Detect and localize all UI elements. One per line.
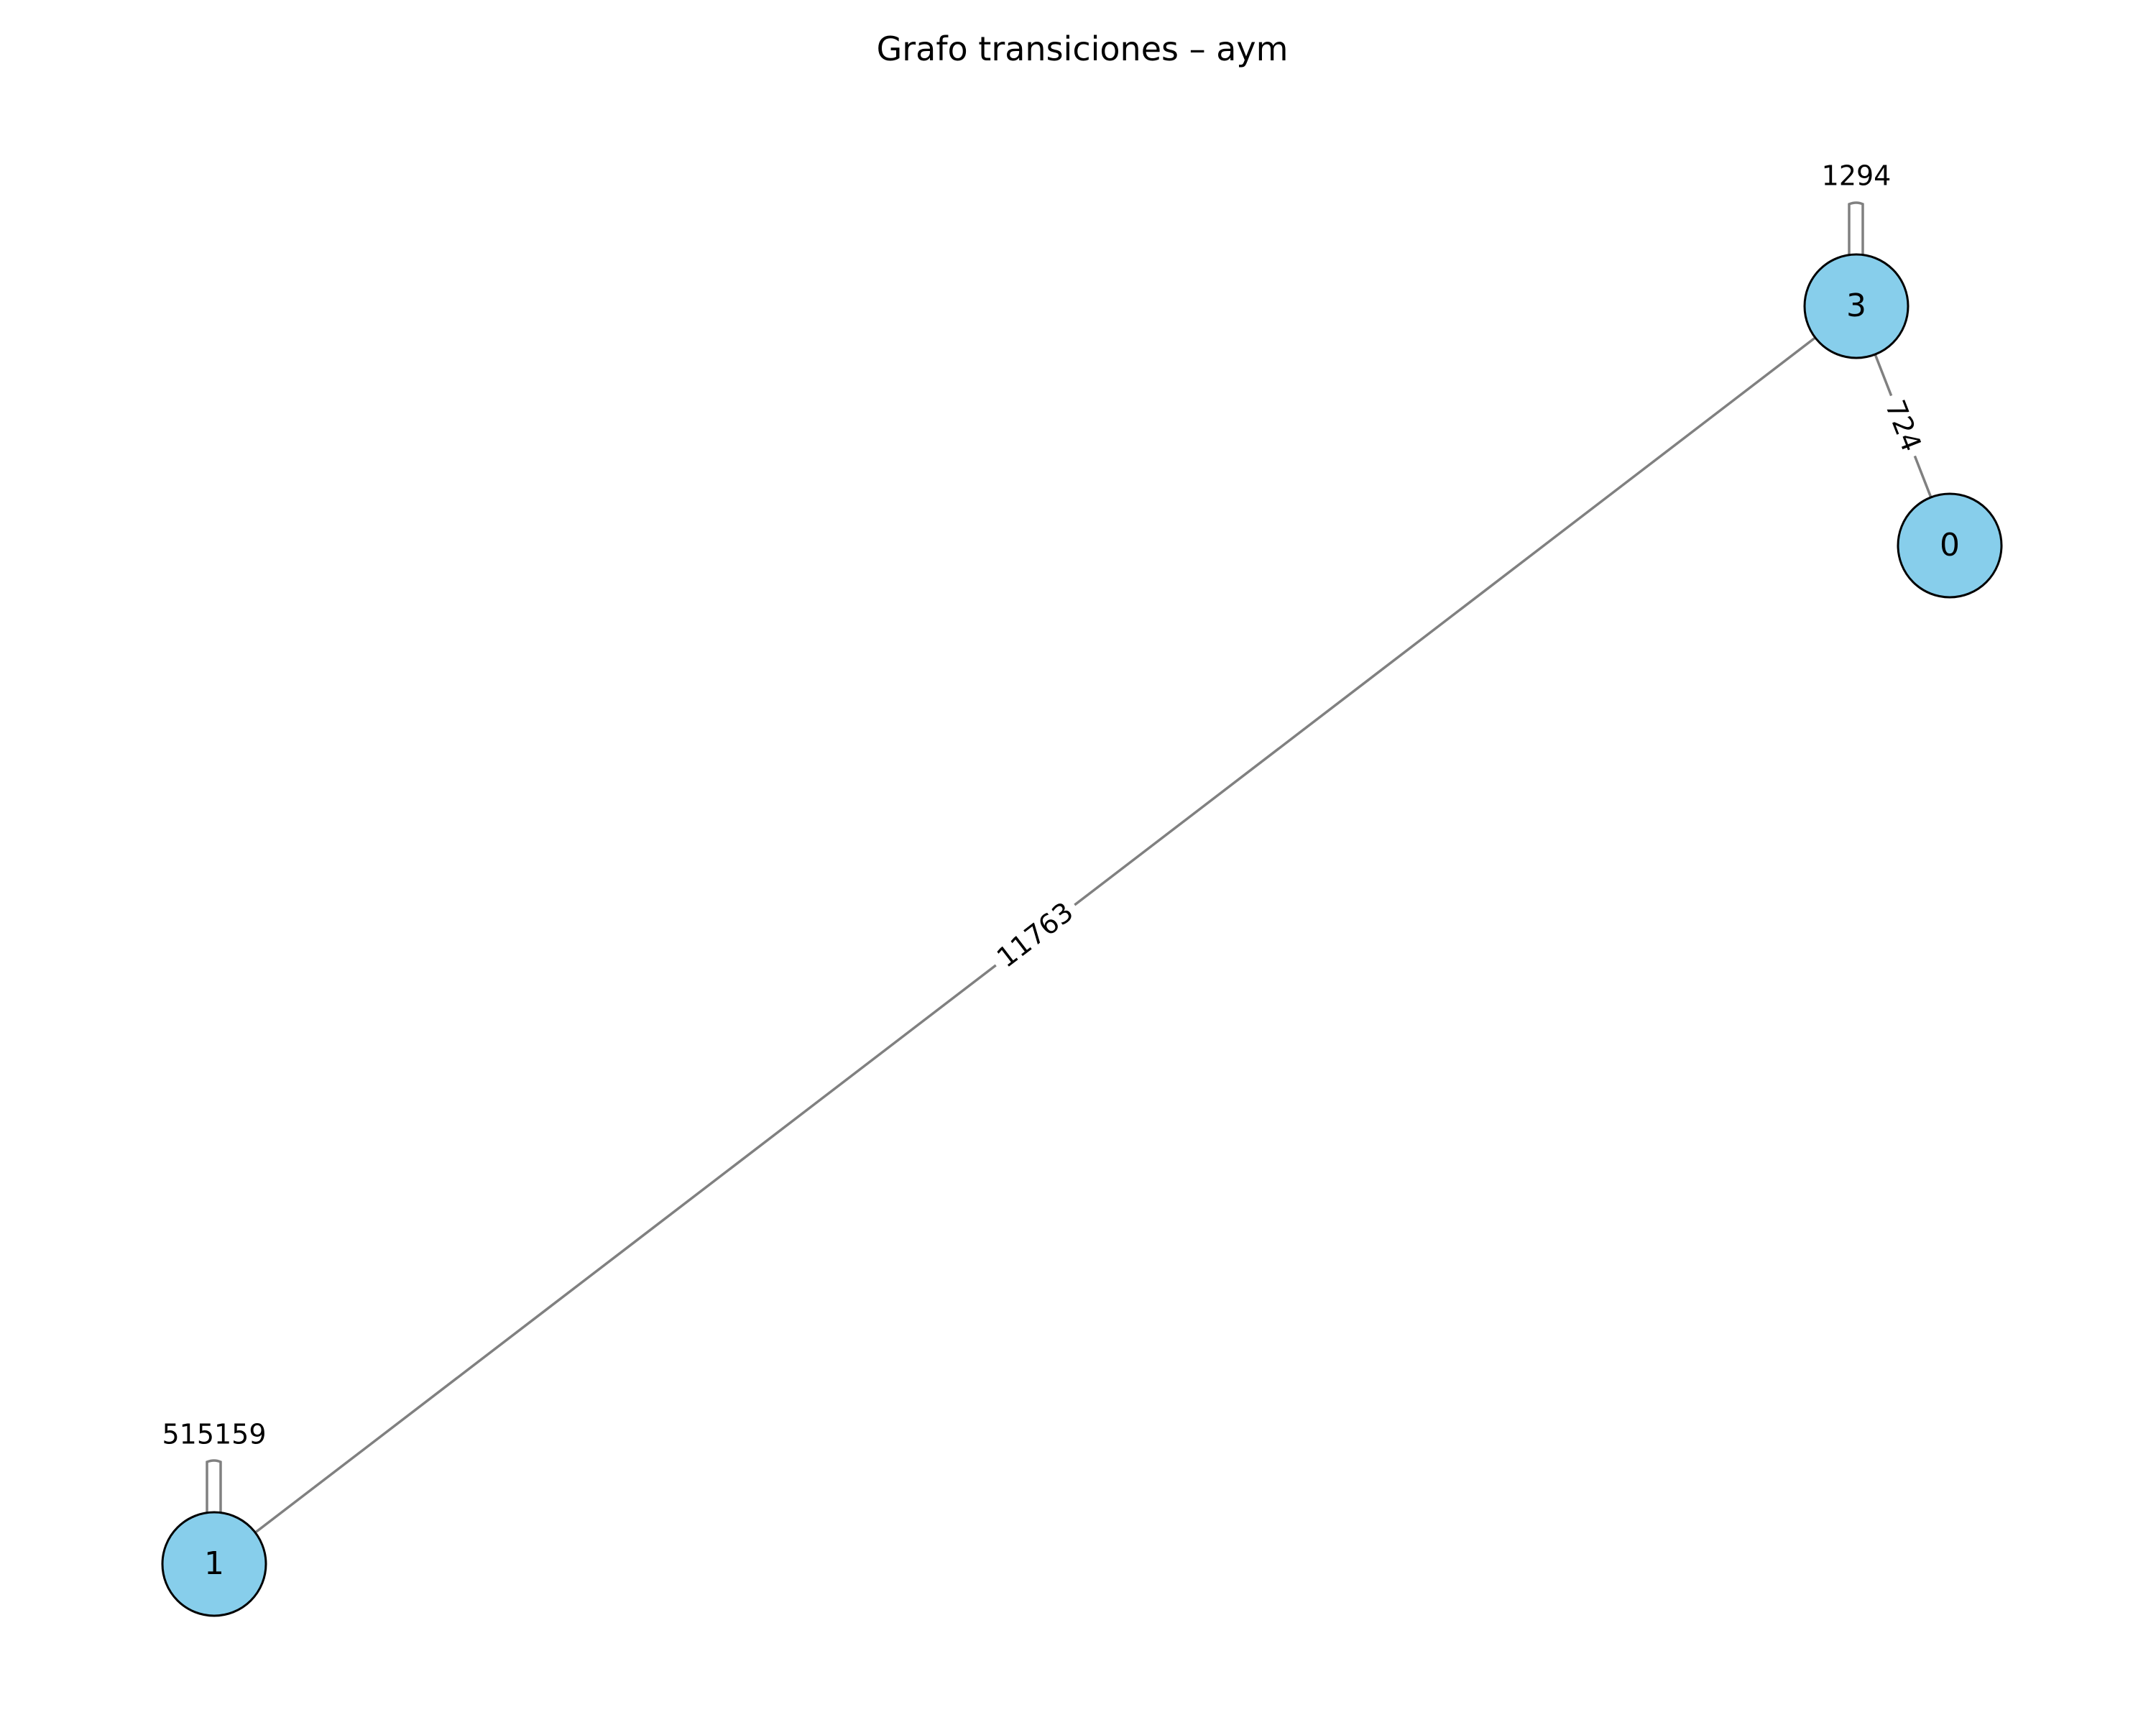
edge-label-group-3-0: 724 [1874, 389, 1932, 463]
edges-layer [207, 203, 1931, 1532]
graph-title: Grafo transiciones – aym [877, 29, 1289, 68]
edge-label-1-1: 515159 [162, 1419, 266, 1450]
node-label-0: 0 [1940, 527, 1960, 564]
edge-labels-layer: 11763 724 1294 515159 [162, 160, 1932, 1450]
self-loop-edge-1 [207, 1460, 221, 1514]
nodes-layer: 3 0 1 [162, 254, 2001, 1616]
edge-label-3-0: 724 [1879, 396, 1927, 456]
node-label-3: 3 [1846, 288, 1866, 324]
node-label-1: 1 [204, 1545, 224, 1582]
edge-label-group-3-1: 11763 [985, 890, 1086, 980]
self-loop-edge-3 [1849, 203, 1863, 256]
edge-label-3-3: 1294 [1822, 160, 1892, 192]
